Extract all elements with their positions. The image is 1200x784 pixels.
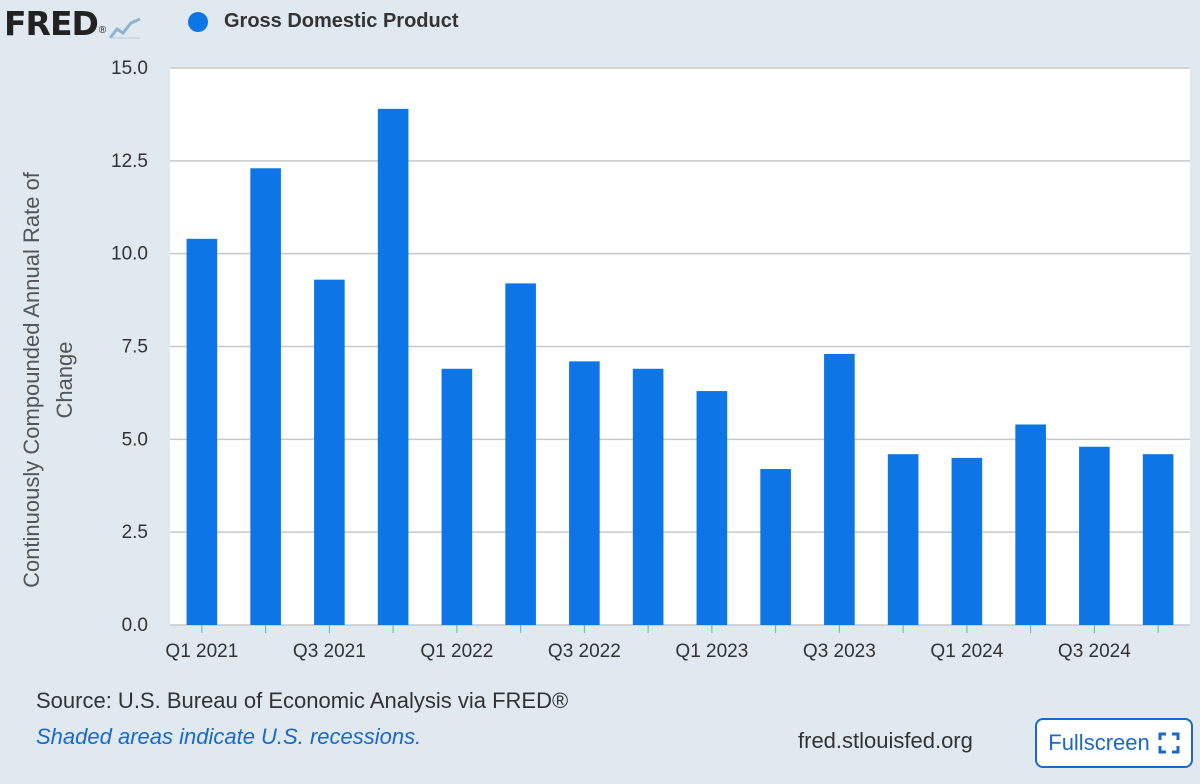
bar-q3-2021[interactable] (314, 279, 345, 625)
y-tick-label: 10.0 (111, 244, 148, 265)
site-url[interactable]: fred.stlouisfed.org (798, 728, 973, 753)
fred-logo-text: FRED (4, 4, 99, 43)
recession-note: Shaded areas indicate U.S. recessions. (36, 724, 422, 749)
bar-q4-2024[interactable] (1142, 454, 1174, 625)
x-tick-label: Q3 2021 (293, 641, 366, 662)
x-tick-label: Q3 2023 (803, 641, 876, 662)
bar-q2-2021[interactable] (250, 168, 281, 625)
legend-series-label: Gross Domestic Product (224, 10, 459, 32)
chart-legend: Gross Domestic Product (188, 10, 459, 33)
fred-logo[interactable]: FRED ® (4, 4, 143, 43)
x-tick-label: Q1 2024 (930, 641, 1003, 662)
bar-q4-2021[interactable] (377, 108, 409, 625)
y-tick-label: 12.5 (111, 151, 148, 172)
bar-q1-2021[interactable] (186, 238, 218, 625)
x-tick-label: Q1 2023 (675, 641, 748, 662)
fullscreen-button[interactable]: Fullscreen (1035, 718, 1193, 768)
y-tick-label: 15.0 (111, 58, 148, 79)
x-tick-label: Q3 2024 (1058, 641, 1131, 662)
y-tick-label: 7.5 (122, 337, 148, 358)
bar-q3-2023[interactable] (824, 353, 855, 625)
registered-mark: ® (98, 25, 107, 36)
y-axis-label-line-2: Change (52, 341, 77, 418)
x-tick-label: Q1 2022 (420, 641, 493, 662)
bar-q1-2023[interactable] (696, 391, 728, 625)
fullscreen-label: Fullscreen (1048, 730, 1150, 755)
x-tick-label: Q1 2021 (165, 641, 238, 662)
bar-chart: 0.0 2.5 5.0 7.5 10.0 12.5 15.0 Q1 2021 Q3 2021 Q… (19, 58, 1190, 662)
bar-q3-2024[interactable] (1079, 446, 1110, 625)
legend-series-marker (188, 11, 208, 32)
bar-q2-2023[interactable] (760, 469, 791, 625)
bar-q4-2023[interactable] (887, 454, 919, 625)
bar-q1-2022[interactable] (441, 368, 473, 625)
trend-line-icon (108, 16, 143, 40)
bar-q2-2024[interactable] (1015, 424, 1046, 625)
y-tick-label: 0.0 (122, 615, 148, 636)
bar-q2-2022[interactable] (505, 283, 536, 625)
bar-q4-2022[interactable] (632, 368, 664, 625)
bar-q3-2022[interactable] (569, 361, 600, 625)
y-tick-label: 2.5 (122, 522, 148, 543)
x-tick-label: Q3 2022 (548, 641, 621, 662)
fullscreen-icon (1158, 732, 1180, 754)
y-axis-label-line-1: Continuously Compounded Annual Rate of (19, 171, 44, 588)
y-tick-label: 5.0 (122, 429, 148, 450)
bar-q1-2024[interactable] (951, 457, 983, 625)
source-note: Source: U.S. Bureau of Economic Analysis… (36, 688, 569, 713)
